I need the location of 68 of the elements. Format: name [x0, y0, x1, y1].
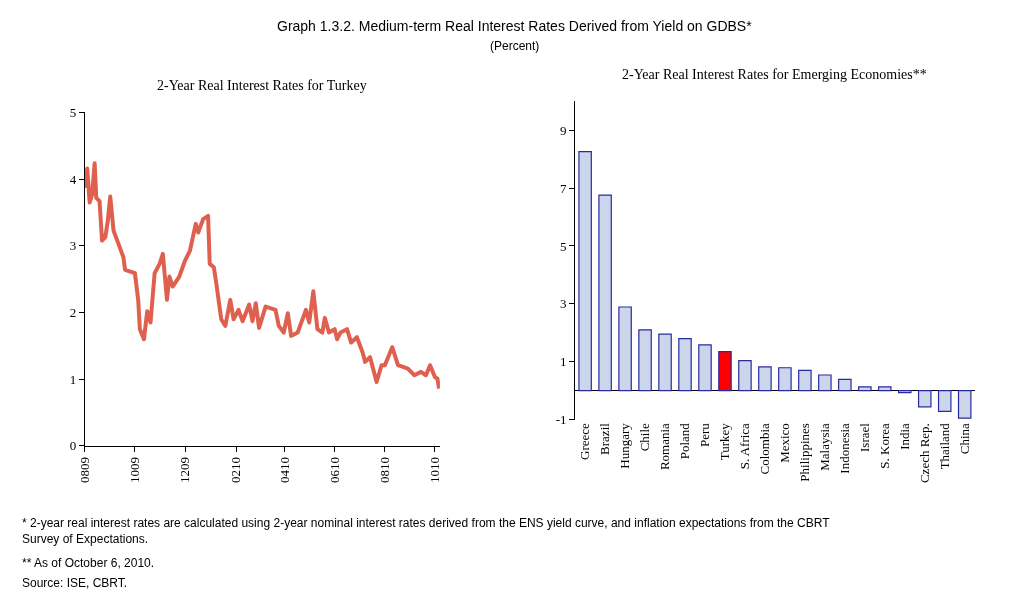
x-tick-label: Brazil [597, 422, 613, 455]
x-tick-label: Thailand [936, 422, 952, 470]
bar [578, 151, 592, 392]
y-tick-label: 0 [69, 438, 77, 454]
x-tick-label: 0210 [228, 457, 244, 484]
x-tick-label: 0410 [276, 457, 292, 484]
line-series [84, 161, 440, 391]
y-tick-label: 3 [560, 296, 567, 312]
y-tick-label: 4 [69, 171, 77, 187]
bar [778, 367, 792, 392]
x-tick-label: Israel [857, 422, 873, 453]
bar [618, 306, 632, 392]
y-tick-label: -1 [555, 412, 567, 428]
x-tick-label: Romania [657, 422, 673, 471]
x-tick-label: 1010 [427, 457, 443, 484]
bar [798, 369, 812, 392]
bar [897, 390, 912, 394]
chart-title: 2-Year Real Interest Rates for Turkey [157, 78, 367, 93]
y-tick-label: 1 [69, 371, 77, 387]
bar [937, 390, 952, 413]
x-tick-label: Peru [697, 422, 713, 447]
x-tick-label: S. Korea [877, 422, 893, 469]
bar [818, 374, 832, 392]
x-tick-label: 1009 [127, 457, 143, 484]
bar [738, 359, 752, 392]
bar [598, 194, 612, 392]
y-tick-label: 9 [560, 122, 567, 138]
y-tick-label: 3 [69, 238, 77, 254]
y-tick-label: 5 [69, 105, 77, 121]
bar [758, 366, 772, 392]
x-tick-label: Czech Rep. [916, 423, 932, 484]
y-tick-label: 7 [560, 180, 568, 196]
chart-title: 2-Year Real Interest Rates for Emerging Economies** [622, 67, 927, 82]
bar [838, 378, 852, 392]
bar [957, 390, 972, 419]
bar [858, 386, 872, 392]
bar [678, 337, 692, 392]
bar [878, 386, 892, 392]
x-tick-label: Indonesia [837, 422, 853, 474]
text: * 2-year real interest rates are calculated using 2-year nominal interest rates derived from the ENS yield curve, and inflation expectations from the CBRT Survey of Expectations. [22, 516, 831, 546]
x-tick-label: China [956, 422, 972, 455]
x-tick-label: S. Africa [737, 422, 753, 470]
x-tick-label: Malaysia [817, 422, 833, 471]
x-tick-label: Greece [577, 422, 593, 460]
bar [658, 333, 672, 392]
x-tick-label: 0810 [377, 457, 393, 484]
x-tick-label: Colombia [757, 422, 773, 475]
bar [718, 350, 732, 392]
bar [698, 344, 712, 392]
x-tick-label: 1209 [177, 457, 193, 484]
text: (Percent) [490, 39, 540, 53]
x-tick-label: 0610 [326, 457, 342, 484]
x-tick-label: Turkey [717, 422, 733, 461]
bar [638, 329, 652, 392]
bar [917, 390, 932, 408]
x-tick-label: India [896, 422, 912, 450]
x-tick-label: Poland [677, 422, 693, 460]
x-tick-label: 0809 [76, 457, 92, 484]
x-tick-label: Chile [637, 422, 653, 452]
text: Graph 1.3.2. Medium-term Real Interest Rates Derived from Yield on GDBS* [277, 18, 753, 34]
x-tick-label: Philippines [797, 423, 813, 482]
x-tick-label: Hungary [617, 422, 633, 469]
source-note: Source: ISE, CBRT. [22, 576, 128, 590]
x-tick-label: Mexico [777, 423, 793, 463]
y-tick-label: 1 [560, 354, 567, 370]
y-tick-label: 2 [69, 305, 77, 321]
y-tick-label: 5 [560, 238, 567, 254]
text: ** As of October 6, 2010. [22, 556, 155, 570]
